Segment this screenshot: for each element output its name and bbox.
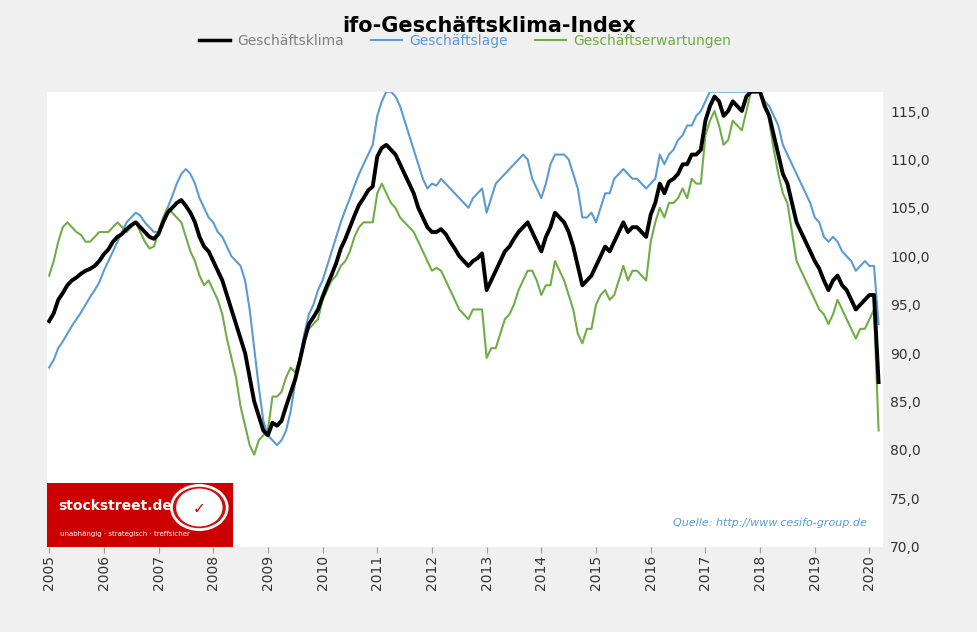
FancyBboxPatch shape: [47, 483, 233, 547]
Text: Quelle: http://www.cesifo-group.de: Quelle: http://www.cesifo-group.de: [672, 518, 866, 528]
Text: stockstreet.de: stockstreet.de: [58, 499, 172, 513]
Legend: Geschäftsklima, Geschäftslage, Geschäftserwartungen: Geschäftsklima, Geschäftslage, Geschäfts…: [193, 28, 736, 53]
Ellipse shape: [171, 485, 227, 530]
Text: unabhängig · strategisch · treffsicher: unabhängig · strategisch · treffsicher: [60, 531, 190, 537]
Text: ✓: ✓: [192, 501, 205, 516]
Ellipse shape: [176, 489, 223, 526]
Text: ifo-Geschäftsklima-Index: ifo-Geschäftsklima-Index: [342, 16, 635, 36]
